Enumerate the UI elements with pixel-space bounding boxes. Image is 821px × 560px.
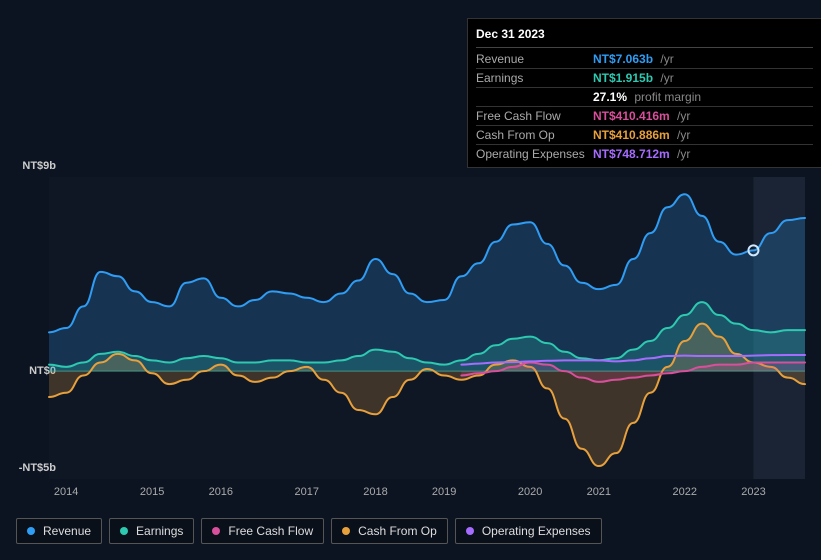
tooltip-row: EarningsNT$1.915b /yr: [476, 68, 813, 87]
tooltip-row: Free Cash FlowNT$410.416m /yr: [476, 106, 813, 125]
x-tick: 2019: [432, 486, 456, 498]
tooltip-value: 27.1% profit margin: [593, 90, 701, 104]
x-tick: 2020: [518, 486, 542, 498]
legend-item-fcf[interactable]: Free Cash Flow: [201, 518, 324, 544]
tooltip-value: NT$410.416m /yr: [593, 109, 690, 123]
tooltip-label: Cash From Op: [476, 128, 593, 142]
legend-label: Revenue: [43, 524, 91, 538]
legend-item-cash_op[interactable]: Cash From Op: [331, 518, 448, 544]
line-chart[interactable]: [49, 177, 805, 479]
tooltip-row: Cash From OpNT$410.886m /yr: [476, 125, 813, 144]
tooltip-value: NT$7.063b /yr: [593, 52, 674, 66]
x-tick: 2023: [741, 486, 765, 498]
x-tick: 2014: [54, 486, 78, 498]
legend-item-opex[interactable]: Operating Expenses: [455, 518, 602, 544]
x-tick: 2016: [209, 486, 233, 498]
legend-item-earnings[interactable]: Earnings: [109, 518, 194, 544]
tooltip-label: Free Cash Flow: [476, 109, 593, 123]
legend-label: Earnings: [136, 524, 183, 538]
legend-label: Operating Expenses: [482, 524, 591, 538]
chart-area: NT$9b NT$0 -NT$5b 2014201520162017201820…: [16, 160, 805, 520]
tooltip-date: Dec 31 2023: [476, 25, 813, 48]
tooltip-label: Operating Expenses: [476, 147, 593, 161]
tooltip-box: Dec 31 2023 RevenueNT$7.063b /yrEarnings…: [467, 18, 821, 168]
legend-dot-icon: [342, 527, 350, 535]
x-tick: 2017: [294, 486, 318, 498]
x-tick: 2021: [587, 486, 611, 498]
tooltip-label: Revenue: [476, 52, 593, 66]
legend-dot-icon: [120, 527, 128, 535]
x-axis: 2014 2015 2016 2017 2018 2019 2020 2021 2022 2023: [49, 486, 805, 506]
legend-dot-icon: [212, 527, 220, 535]
legend-item-revenue[interactable]: Revenue: [16, 518, 102, 544]
legend-label: Cash From Op: [358, 524, 437, 538]
tooltip-value: NT$748.712m /yr: [593, 147, 690, 161]
legend: Revenue Earnings Free Cash Flow Cash From O…: [16, 518, 602, 544]
tooltip-label: Earnings: [476, 71, 593, 85]
tooltip-row: 27.1% profit margin: [476, 87, 813, 106]
tooltip-value: NT$1.915b /yr: [593, 71, 674, 85]
tooltip-label: [476, 90, 593, 104]
legend-label: Free Cash Flow: [228, 524, 313, 538]
legend-dot-icon: [27, 527, 35, 535]
legend-dot-icon: [466, 527, 474, 535]
tooltip-row: Operating ExpensesNT$748.712m /yr: [476, 144, 813, 163]
x-tick: 2022: [672, 486, 696, 498]
tooltip-row: RevenueNT$7.063b /yr: [476, 50, 813, 68]
y-label-max: NT$9b: [22, 160, 56, 172]
x-tick: 2018: [363, 486, 387, 498]
tooltip-value: NT$410.886m /yr: [593, 128, 690, 142]
x-tick: 2015: [140, 486, 164, 498]
